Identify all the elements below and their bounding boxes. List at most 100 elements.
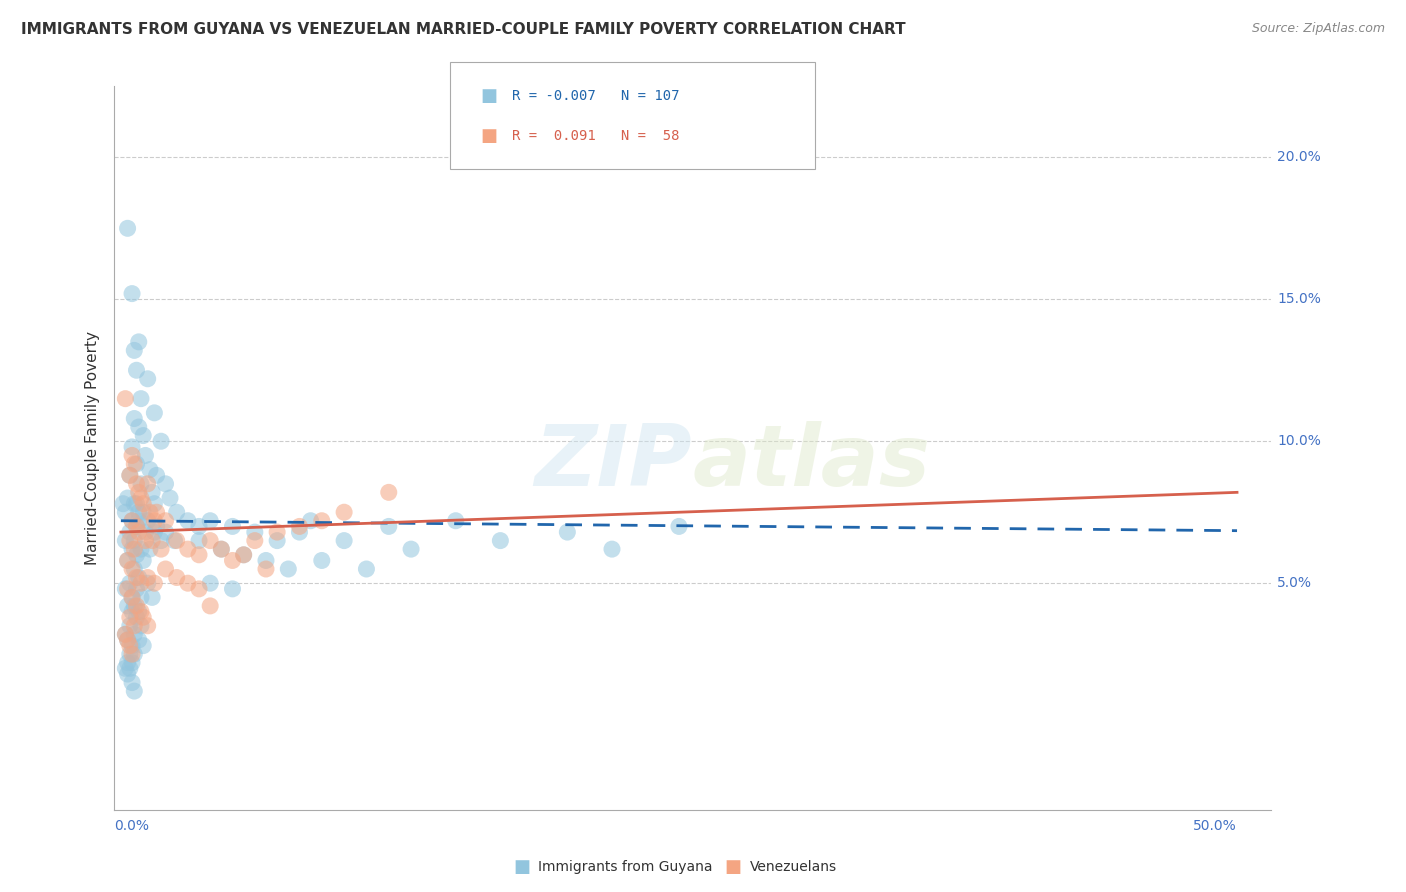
Point [155, 562, 177, 576]
Point [277, 562, 299, 576]
Point [177, 542, 200, 557]
Point [129, 542, 152, 557]
Point [124, 542, 146, 557]
Point [136, 372, 159, 386]
Point [150, 542, 173, 557]
Point [124, 497, 146, 511]
Point [125, 599, 148, 613]
Point [136, 576, 159, 591]
Point [188, 519, 211, 533]
Point [124, 533, 146, 548]
Text: ■: ■ [481, 127, 498, 145]
Point [155, 514, 177, 528]
Point [121, 675, 143, 690]
Point [128, 334, 150, 349]
Point [132, 639, 155, 653]
Point [143, 406, 166, 420]
Point [121, 449, 143, 463]
Point [136, 619, 159, 633]
Point [128, 485, 150, 500]
Point [125, 548, 148, 562]
Point [121, 286, 143, 301]
Point [118, 576, 141, 591]
Point [159, 491, 181, 505]
Point [118, 610, 141, 624]
Point [143, 514, 166, 528]
Point [114, 627, 136, 641]
Point [143, 497, 166, 511]
Point [150, 533, 173, 548]
Point [118, 468, 141, 483]
Point [166, 505, 188, 519]
Point [129, 476, 152, 491]
Point [121, 591, 143, 605]
Point [177, 514, 200, 528]
Point [141, 591, 163, 605]
Point [143, 525, 166, 540]
Point [128, 505, 150, 519]
Point [221, 582, 243, 596]
Point [124, 562, 146, 576]
Point [198, 599, 221, 613]
Point [117, 553, 139, 567]
Point [121, 514, 143, 528]
Point [288, 519, 311, 533]
Text: 50.0%: 50.0% [1194, 819, 1237, 833]
Point [125, 497, 148, 511]
Point [117, 667, 139, 681]
Point [118, 525, 141, 540]
Point [125, 610, 148, 624]
Point [136, 476, 159, 491]
Text: 15.0%: 15.0% [1277, 293, 1322, 306]
Point [299, 514, 322, 528]
Point [129, 619, 152, 633]
Point [155, 476, 177, 491]
Point [221, 553, 243, 567]
Point [125, 457, 148, 471]
Text: 0.0%: 0.0% [114, 819, 149, 833]
Text: ■: ■ [481, 87, 498, 105]
Point [128, 525, 150, 540]
Point [124, 343, 146, 358]
Point [132, 610, 155, 624]
Point [266, 533, 288, 548]
Point [311, 514, 333, 528]
Point [129, 576, 152, 591]
Point [333, 533, 356, 548]
Point [155, 525, 177, 540]
Text: IMMIGRANTS FROM GUYANA VS VENEZUELAN MARRIED-COUPLE FAMILY POVERTY CORRELATION C: IMMIGRANTS FROM GUYANA VS VENEZUELAN MAR… [21, 22, 905, 37]
Text: 5.0%: 5.0% [1277, 576, 1312, 591]
Point [117, 491, 139, 505]
Point [117, 656, 139, 670]
Point [145, 468, 167, 483]
Point [145, 519, 167, 533]
Point [118, 661, 141, 675]
Point [188, 533, 211, 548]
Point [124, 599, 146, 613]
Point [150, 434, 173, 449]
Point [125, 363, 148, 377]
Text: ZIP: ZIP [534, 421, 692, 504]
Point [232, 548, 254, 562]
Point [121, 605, 143, 619]
Text: Venezuelans: Venezuelans [749, 860, 837, 874]
Point [444, 514, 467, 528]
Point [311, 553, 333, 567]
Point [128, 605, 150, 619]
Point [121, 591, 143, 605]
Point [378, 519, 401, 533]
Point [117, 599, 139, 613]
Point [128, 632, 150, 647]
Point [125, 519, 148, 533]
Point [114, 582, 136, 596]
Point [399, 542, 422, 557]
Point [128, 570, 150, 584]
Point [139, 505, 162, 519]
Point [243, 525, 266, 540]
Point [141, 485, 163, 500]
Text: atlas: atlas [692, 421, 931, 504]
Point [378, 485, 401, 500]
Point [125, 476, 148, 491]
Point [557, 525, 579, 540]
Point [124, 457, 146, 471]
